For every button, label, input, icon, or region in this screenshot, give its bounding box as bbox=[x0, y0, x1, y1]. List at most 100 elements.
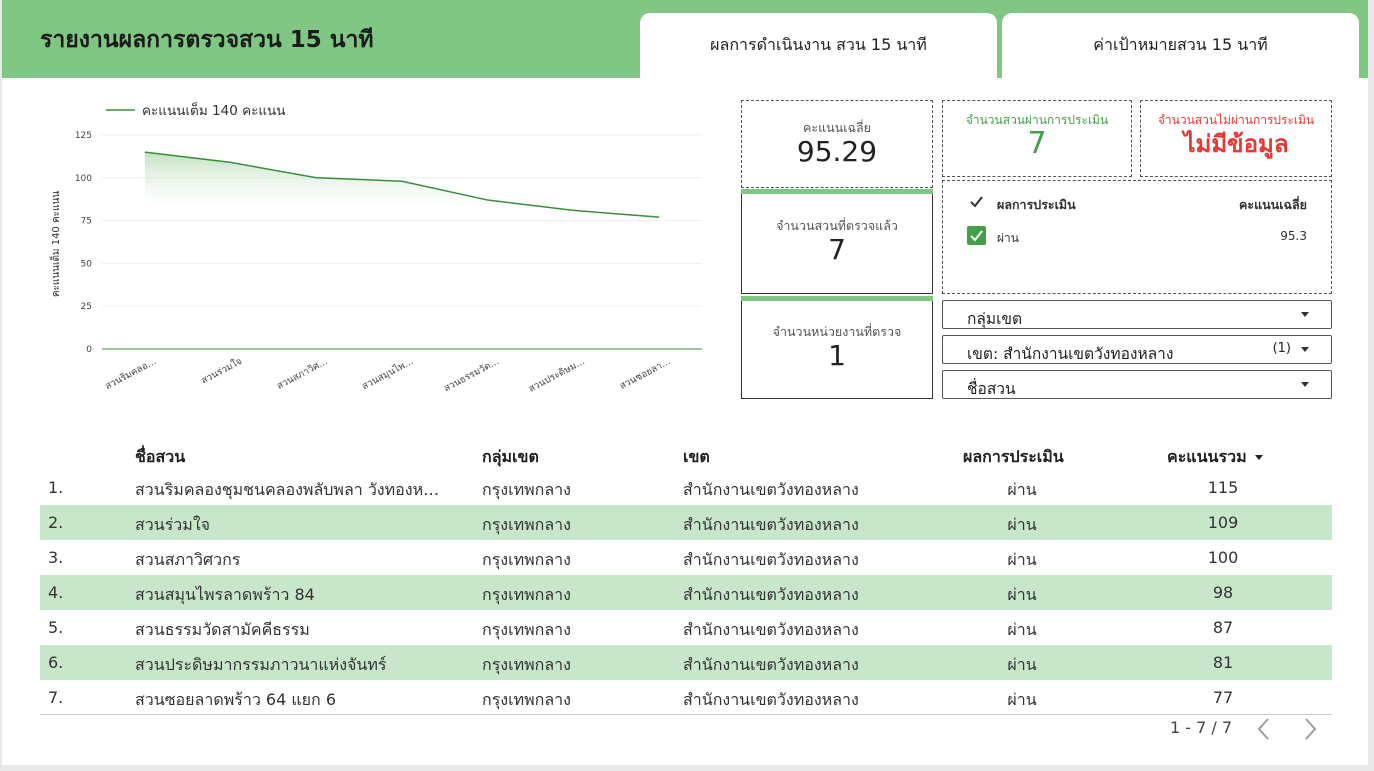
cell-group: กรุงเทพกลาง bbox=[482, 585, 571, 604]
y-tick-label: 25 bbox=[81, 302, 92, 312]
cell-no: 6. bbox=[48, 653, 64, 672]
caret-down-icon bbox=[1301, 347, 1309, 352]
evaluation-row-pass[interactable]: ผ่าน 95.3 bbox=[943, 226, 1331, 252]
col-header-score[interactable]: คะแนนรวม bbox=[1167, 445, 1263, 470]
fail-count-card: จำนวนสวนไม่ผ่านการประเมิน ไม่มีข้อมูล bbox=[1140, 100, 1332, 177]
park-filter-dropdown[interactable]: ชื่อสวน bbox=[942, 370, 1332, 399]
cell-no: 3. bbox=[48, 548, 64, 567]
cell-group: กรุงเทพกลาง bbox=[482, 655, 571, 674]
avg-score-value: 95.29 bbox=[796, 135, 878, 168]
cell-name: สวนสภาวิศวกร bbox=[135, 550, 241, 569]
evaluation-header-result: ผลการประเมิน bbox=[997, 197, 1076, 212]
cell-group: กรุงเทพกลาง bbox=[482, 690, 571, 709]
data-point[interactable] bbox=[228, 159, 234, 165]
cell-district: สำนักงานเขตวังทองหลาง bbox=[683, 620, 859, 639]
table-row[interactable]: 3. สวนสภาวิศวกร กรุงเทพกลาง สำนักงานเขตวังท… bbox=[40, 540, 1332, 575]
cell-name: สวนธรรมวัดสามัคคีธรรม bbox=[135, 620, 310, 639]
table-row[interactable]: 6. สวนประดิษมากรรมภาวนาแห่งจันทร์ กรุงเทพก… bbox=[40, 645, 1332, 680]
data-point[interactable] bbox=[399, 178, 405, 184]
tab-performance[interactable]: ผลการดำเนินงาน สวน 15 นาที bbox=[640, 13, 997, 78]
x-tick-label: สวนริมคลอ… bbox=[103, 356, 158, 392]
header-bar: รายงานผลการตรวจสวน 15 นาที ผลการดำเนินงา… bbox=[2, 0, 1368, 78]
cell-name: สวนร่วมใจ bbox=[135, 515, 210, 534]
units-label: จำนวนหน่วยงานที่ตรวจ bbox=[772, 323, 902, 339]
y-tick-label: 100 bbox=[75, 174, 92, 184]
series-line bbox=[144, 151, 660, 218]
fail-count-value: ไม่มีข้อมูล bbox=[1183, 130, 1289, 158]
evaluation-header-row: ผลการประเมิน คะแนนเฉลี่ย bbox=[943, 192, 1331, 218]
data-point[interactable] bbox=[570, 207, 576, 213]
y-tick-label: 0 bbox=[86, 345, 92, 355]
chevron-left-icon[interactable] bbox=[1254, 716, 1274, 742]
avg-score-card: คะแนนเฉลี่ย 95.29 bbox=[741, 100, 933, 188]
data-point[interactable] bbox=[485, 197, 491, 203]
cell-name: สวนประดิษมากรรมภาวนาแห่งจันทร์ bbox=[135, 655, 387, 674]
cell-score: 81 bbox=[1212, 653, 1234, 672]
cell-no: 5. bbox=[48, 618, 64, 637]
page-title: รายงานผลการตรวจสวน 15 นาที bbox=[40, 27, 374, 53]
x-tick-label: สวนร่วมใจ bbox=[199, 355, 244, 387]
cell-score: 87 bbox=[1212, 618, 1234, 637]
score-chart: 0 25 50 75 100 125 สวนริมคลอ… สวนร่วมใจ สวนสภาวิ… bbox=[42, 92, 712, 412]
cell-score: 109 bbox=[1207, 513, 1239, 532]
score-chart-svg: 0 25 50 75 100 125 สวนริมคลอ… สวนร่วมใจ สวนสภาวิ… bbox=[48, 101, 702, 395]
chevron-right-icon[interactable] bbox=[1300, 716, 1320, 742]
checked-parks-card: จำนวนสวนที่ตรวจแล้ว 7 bbox=[741, 189, 933, 294]
pagination-label: 1 - 7 / 7 bbox=[1170, 718, 1233, 737]
x-tick-label: สวนสมุนไพ… bbox=[360, 355, 416, 392]
col-header-group[interactable]: กลุ่มเขต bbox=[482, 447, 539, 466]
select-all-checkbox[interactable] bbox=[967, 192, 986, 211]
district-filter-count: (1) bbox=[1272, 341, 1291, 356]
checked-parks-value: 7 bbox=[828, 232, 846, 266]
district-filter-dropdown[interactable]: เขต: สำนักงานเขตวังทองหลาง (1) bbox=[942, 335, 1332, 364]
y-tick-label: 75 bbox=[81, 217, 92, 227]
cell-result: ผ่าน bbox=[1007, 515, 1037, 534]
col-header-name[interactable]: ชื่อสวน bbox=[135, 447, 186, 466]
cell-result: ผ่าน bbox=[1007, 690, 1037, 709]
x-tick-label: สวนประดิษม… bbox=[527, 356, 587, 395]
table-row[interactable]: 4. สวนสมุนไพรลาดพร้าว 84 กรุงเทพกลาง สำนักง… bbox=[40, 575, 1332, 610]
cell-no: 7. bbox=[48, 688, 64, 707]
table-row[interactable]: 2. สวนร่วมใจ กรุงเทพกลาง สำนักงานเขตวังทองห… bbox=[40, 505, 1332, 540]
col-header-district[interactable]: เขต bbox=[683, 447, 710, 466]
cell-score: 98 bbox=[1212, 583, 1234, 602]
table-row[interactable]: 7. สวนซอยลาดพร้าว 64 แยก 6 กรุงเทพกลาง สำนั… bbox=[40, 680, 1332, 715]
cell-score: 115 bbox=[1207, 478, 1239, 497]
cell-group: กรุงเทพกลาง bbox=[482, 480, 571, 499]
pass-count-card: จำนวนสวนผ่านการประเมิน 7 bbox=[942, 100, 1132, 177]
data-point[interactable] bbox=[142, 149, 148, 155]
cell-result: ผ่าน bbox=[1007, 550, 1037, 569]
x-tick-label: สวนซอยลา… bbox=[618, 356, 673, 392]
group-filter-dropdown[interactable]: กลุ่มเขต bbox=[942, 300, 1332, 329]
cell-score: 77 bbox=[1212, 688, 1234, 707]
cell-no: 2. bbox=[48, 513, 64, 532]
y-tick-label: 50 bbox=[81, 259, 93, 269]
cell-result: ผ่าน bbox=[1007, 480, 1037, 499]
units-card: จำนวนหน่วยงานที่ตรวจ 1 bbox=[741, 296, 933, 399]
checked-parks-label: จำนวนสวนที่ตรวจแล้ว bbox=[776, 217, 898, 233]
data-point[interactable] bbox=[313, 175, 319, 181]
fail-count-label: จำนวนสวนไม่ผ่านการประเมิน bbox=[1157, 113, 1315, 127]
sort-desc-icon bbox=[1254, 455, 1263, 460]
cell-district: สำนักงานเขตวังทองหลาง bbox=[683, 550, 859, 569]
district-filter-label: เขต: สำนักงานเขตวังทองหลาง bbox=[967, 345, 1174, 363]
col-header-result[interactable]: ผลการประเมิน bbox=[963, 447, 1064, 466]
pass-count-value: 7 bbox=[1027, 126, 1047, 161]
cell-district: สำนักงานเขตวังทองหลาง bbox=[683, 515, 859, 534]
cell-district: สำนักงานเขตวังทองหลาง bbox=[683, 690, 859, 709]
cell-group: กรุงเทพกลาง bbox=[482, 550, 571, 569]
table-row[interactable]: 1. สวนริมคลองชุมชนคลองพลับพลา วังทองห… กรุ… bbox=[40, 470, 1332, 505]
park-filter-label: ชื่อสวน bbox=[967, 380, 1016, 398]
y-axis-title: คะแนนเต็ม 140 คะแนน bbox=[48, 191, 62, 297]
cell-group: กรุงเทพกลาง bbox=[482, 620, 571, 639]
avg-score-label: คะแนนเฉลี่ย bbox=[803, 120, 871, 135]
tab-targets[interactable]: ค่าเป้าหมายสวน 15 นาที bbox=[1002, 13, 1359, 78]
table-row[interactable]: 5. สวนธรรมวัดสามัคคีธรรม กรุงเทพกลาง สำนักง… bbox=[40, 610, 1332, 645]
data-point[interactable] bbox=[656, 214, 662, 220]
pass-checkbox[interactable] bbox=[967, 226, 986, 245]
evaluation-header-avg: คะแนนเฉลี่ย bbox=[1239, 197, 1307, 212]
caret-down-icon bbox=[1301, 382, 1309, 387]
table-bottom-divider bbox=[40, 714, 1332, 715]
group-filter-label: กลุ่มเขต bbox=[967, 310, 1023, 328]
legend-label: คะแนนเต็ม 140 คะแนน bbox=[142, 101, 286, 119]
